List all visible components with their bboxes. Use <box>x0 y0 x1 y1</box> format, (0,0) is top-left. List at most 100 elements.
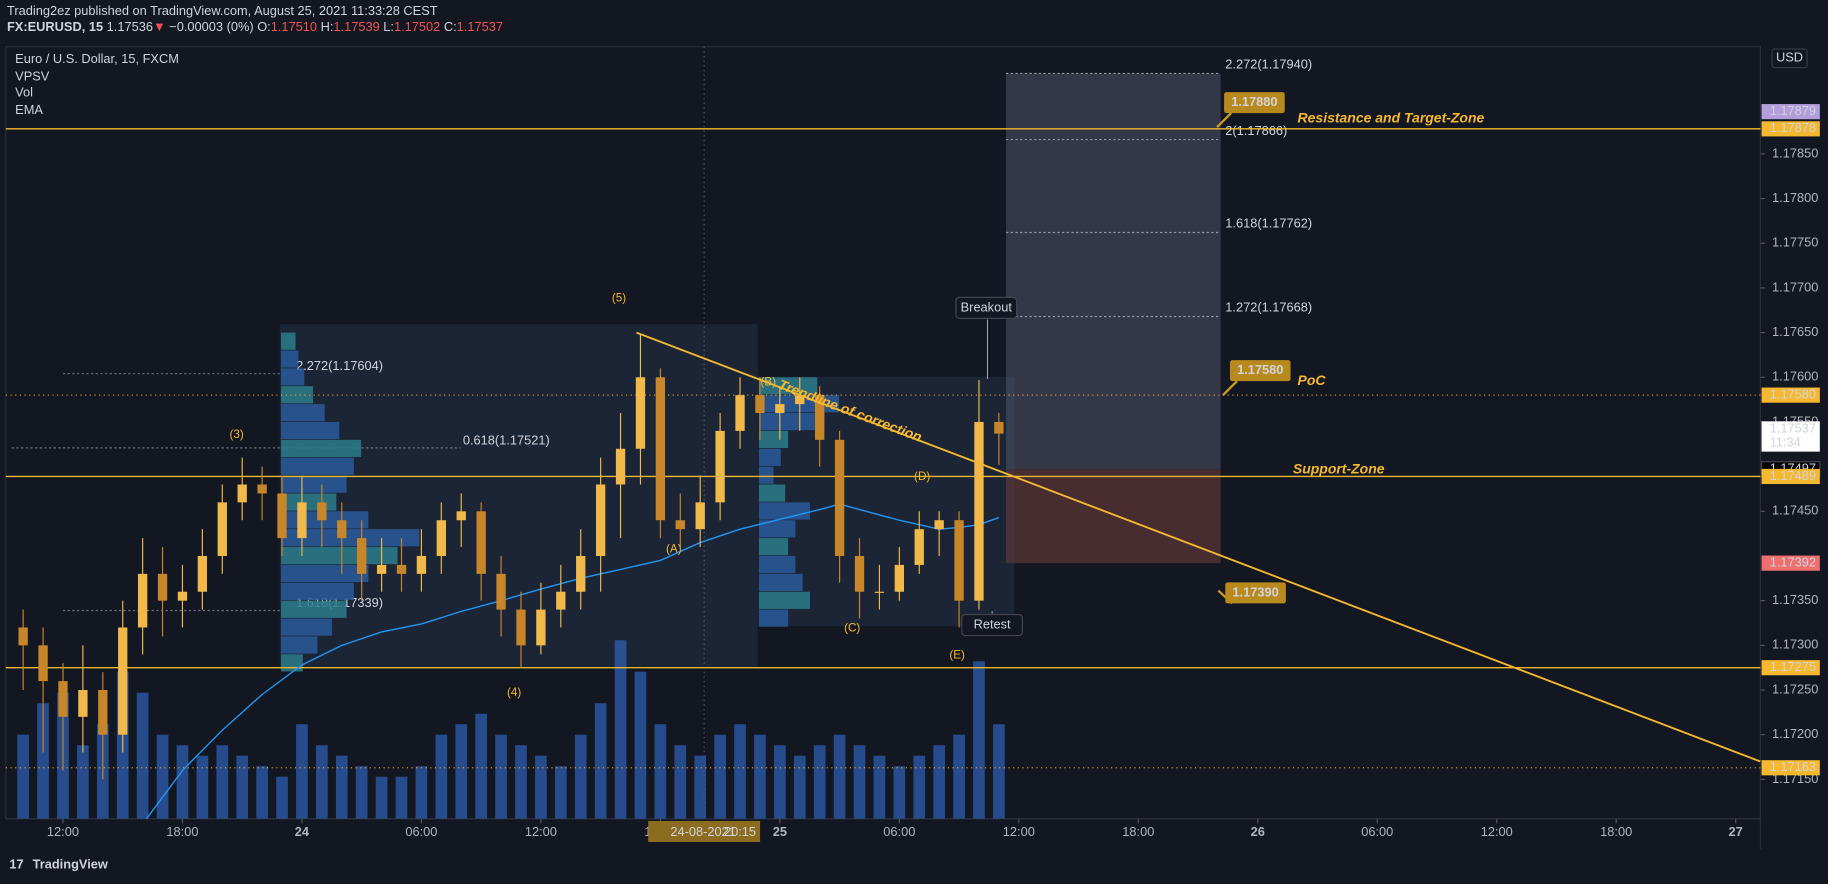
currency-box[interactable] <box>1771 48 1808 69</box>
volume-bar <box>654 724 667 819</box>
profile-bar <box>758 609 789 627</box>
candle-body <box>695 502 705 530</box>
wave-label: (B) <box>761 376 777 389</box>
wave-label: (4) <box>507 686 521 699</box>
x-tick-label: 18:00 <box>166 824 198 839</box>
candle-body <box>436 520 446 556</box>
brand: TradingView <box>33 857 108 872</box>
price-label-box <box>1761 121 1820 137</box>
price-label-box <box>1761 104 1820 120</box>
volume-bar <box>77 745 89 819</box>
note: Breakout <box>961 299 1013 314</box>
profile-bar <box>280 547 398 565</box>
profile-bar <box>758 502 810 520</box>
profile-bar <box>280 493 337 511</box>
callout-box <box>1225 582 1286 604</box>
y-tick-label: 1.17750 <box>1772 235 1818 250</box>
volume-bar <box>296 724 308 819</box>
x-tick-label: 06:00 <box>405 824 437 839</box>
volume-bar <box>196 755 209 819</box>
close: 1.17537 <box>457 19 503 34</box>
indicator: Vol <box>15 85 33 100</box>
profile-bar <box>758 538 789 556</box>
candle-body <box>297 502 307 539</box>
volume-bar <box>774 745 786 819</box>
volume-bar <box>455 724 468 819</box>
volume-bar <box>754 734 766 819</box>
profile-bar <box>758 573 803 592</box>
candle-body <box>98 690 108 735</box>
y-tick-label: 1.17350 <box>1772 592 1818 607</box>
volume-bar <box>833 734 846 819</box>
candle-body <box>476 511 486 574</box>
price-label-box <box>1761 421 1820 452</box>
l-label: L: <box>383 19 394 34</box>
h-label: H: <box>321 19 334 34</box>
fib-label: 2.272(1.17604) <box>296 358 383 373</box>
wave-label: (D) <box>914 470 930 483</box>
candle-body <box>157 573 168 601</box>
profile-bar <box>280 582 354 600</box>
profile-bar <box>280 529 420 547</box>
wave-label: (E) <box>949 648 965 661</box>
x-tick-label: 12:00 <box>47 824 79 839</box>
candle-body <box>357 538 367 574</box>
x-tick-label: 12:00 <box>525 824 557 839</box>
chart-title: Euro / U.S. Dollar, 15, FXCM <box>15 51 179 66</box>
callout-label: 1.17390 <box>1232 584 1278 599</box>
profile-bar <box>758 555 796 574</box>
candle-body <box>376 564 387 574</box>
x-tick-label: 06:00 <box>883 824 915 839</box>
candle-body <box>994 421 1004 434</box>
candle-body <box>576 555 586 592</box>
wave-label: (C) <box>844 622 860 635</box>
volume-bar <box>475 713 487 819</box>
price-label: 1.17489 <box>1770 468 1816 483</box>
volume-bar <box>435 734 448 819</box>
x-tick-label: 12:00 <box>1003 824 1035 839</box>
candle-body <box>615 448 626 485</box>
trendline <box>636 331 1761 763</box>
ohlc-line: FX:EURUSD, 15 1.17536▼ −0.00003 (0%) O:1… <box>7 19 503 34</box>
volume-bar <box>973 661 985 819</box>
candle-body <box>715 430 725 503</box>
y-tick-label: 1.17300 <box>1772 637 1818 652</box>
symbol: FX:EURUSD, 15 <box>7 19 103 34</box>
callout-label: 1.17580 <box>1237 362 1283 377</box>
y-tick-label: 1.17200 <box>1772 726 1818 741</box>
candle-body <box>137 573 148 628</box>
profile-bar <box>280 654 303 672</box>
note: Resistance and Target-Zone <box>1298 110 1485 126</box>
candle-body <box>954 520 964 601</box>
profile-bar <box>758 430 789 449</box>
volume-bar <box>933 745 945 819</box>
profile-bar <box>280 475 347 493</box>
x-tick-label: 18:00 <box>1600 824 1632 839</box>
currency[interactable]: USD <box>1776 50 1803 65</box>
volume-bar <box>993 724 1005 819</box>
note-box <box>955 296 1018 319</box>
volume-bar <box>554 766 567 819</box>
candle-body <box>496 573 506 610</box>
profile-bar <box>758 413 825 431</box>
volume-bar <box>594 703 607 819</box>
price-label-box <box>1761 760 1820 776</box>
publisher: Trading2ez published on TradingView.com,… <box>7 3 438 18</box>
callout-box <box>1229 360 1291 382</box>
candle-body <box>416 555 427 574</box>
arrow: ▼ <box>153 19 166 34</box>
volume-bar <box>17 734 29 819</box>
candle-body <box>237 484 247 503</box>
price-label: 1.17878 <box>1770 120 1816 135</box>
wave-label: (3) <box>230 428 244 441</box>
price-label: 1.17537 <box>1770 420 1816 435</box>
profile-bar <box>280 332 296 350</box>
volume-bar <box>734 724 746 819</box>
y-tick-label: 1.17850 <box>1772 145 1818 160</box>
volume-bar <box>694 755 707 819</box>
candle-body <box>834 439 845 556</box>
candle-body <box>118 627 128 735</box>
y-tick-label: 1.17600 <box>1772 369 1818 384</box>
ema-line <box>146 503 1000 820</box>
